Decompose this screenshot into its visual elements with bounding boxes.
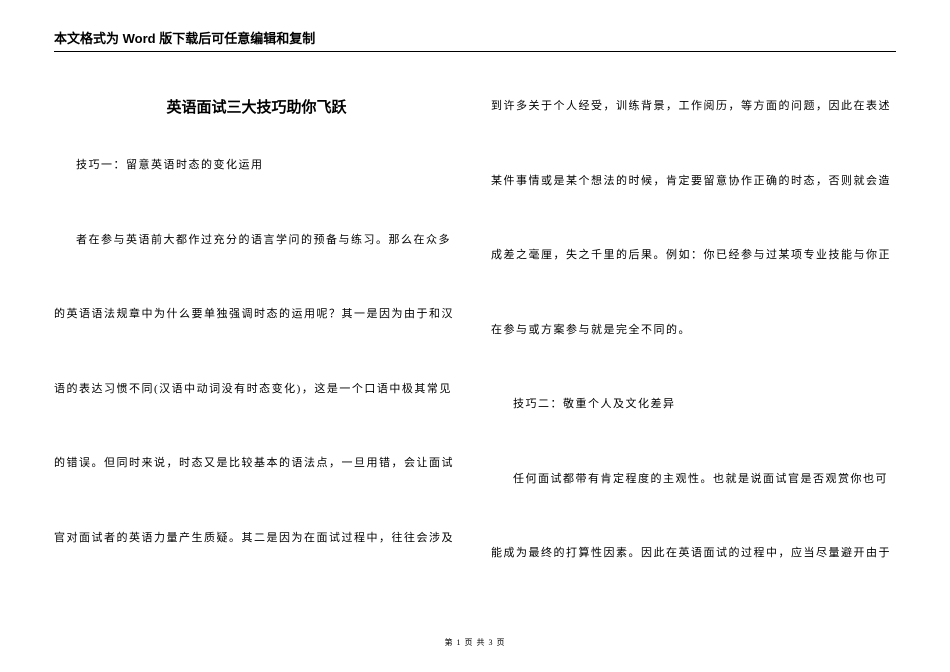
header-notice: 本文格式为 Word 版下载后可任意编辑和复制: [54, 28, 896, 51]
paragraph: 成差之毫厘，失之千里的后果。例如：你已经参与过某项专业技能与你正: [491, 247, 896, 264]
page-header: 本文格式为 Word 版下载后可任意编辑和复制: [54, 28, 896, 52]
content-area: 英语面试三大技巧助你飞跃 技巧一：留意英语时态的变化运用 者在参与英语前大都作过…: [54, 82, 896, 622]
page-footer: 第 1 页 共 3 页: [0, 637, 950, 648]
paragraph: 在参与或方案参与就是完全不同的。: [491, 322, 896, 339]
header-rule: [54, 51, 896, 52]
left-column: 英语面试三大技巧助你飞跃 技巧一：留意英语时态的变化运用 者在参与英语前大都作过…: [54, 82, 459, 622]
paragraph: 技巧二：敬重个人及文化差异: [491, 396, 896, 413]
paragraph: 的英语语法规章中为什么要单独强调时态的运用呢？其一是因为由于和汉: [54, 306, 459, 323]
paragraph: 者在参与英语前大都作过充分的语言学问的预备与练习。那么在众多: [54, 232, 459, 249]
paragraph: 语的表达习惯不同(汉语中动词没有时态变化)，这是一个口语中极其常见: [54, 381, 459, 398]
paragraph: 的错误。但同时来说，时态又是比较基本的语法点，一旦用错，会让面试: [54, 455, 459, 472]
paragraph: 技巧一：留意英语时态的变化运用: [54, 157, 459, 174]
paragraph: 到许多关于个人经受，训练背景，工作阅历，等方面的问题，因此在表述: [491, 98, 896, 115]
paragraph: 任何面试都带有肯定程度的主观性。也就是说面试官是否观赏你也可: [491, 471, 896, 488]
paragraph: 某件事情或是某个想法的时候，肯定要留意协作正确的时态，否则就会造: [491, 173, 896, 190]
paragraph: 能成为最终的打算性因素。因此在英语面试的过程中，应当尽量避开由于: [491, 545, 896, 562]
document-title: 英语面试三大技巧助你飞跃: [54, 96, 459, 117]
right-column: 到许多关于个人经受，训练背景，工作阅历，等方面的问题，因此在表述 某件事情或是某…: [491, 82, 896, 622]
paragraph: 官对面试者的英语力量产生质疑。其二是因为在面试过程中，往往会涉及: [54, 530, 459, 547]
